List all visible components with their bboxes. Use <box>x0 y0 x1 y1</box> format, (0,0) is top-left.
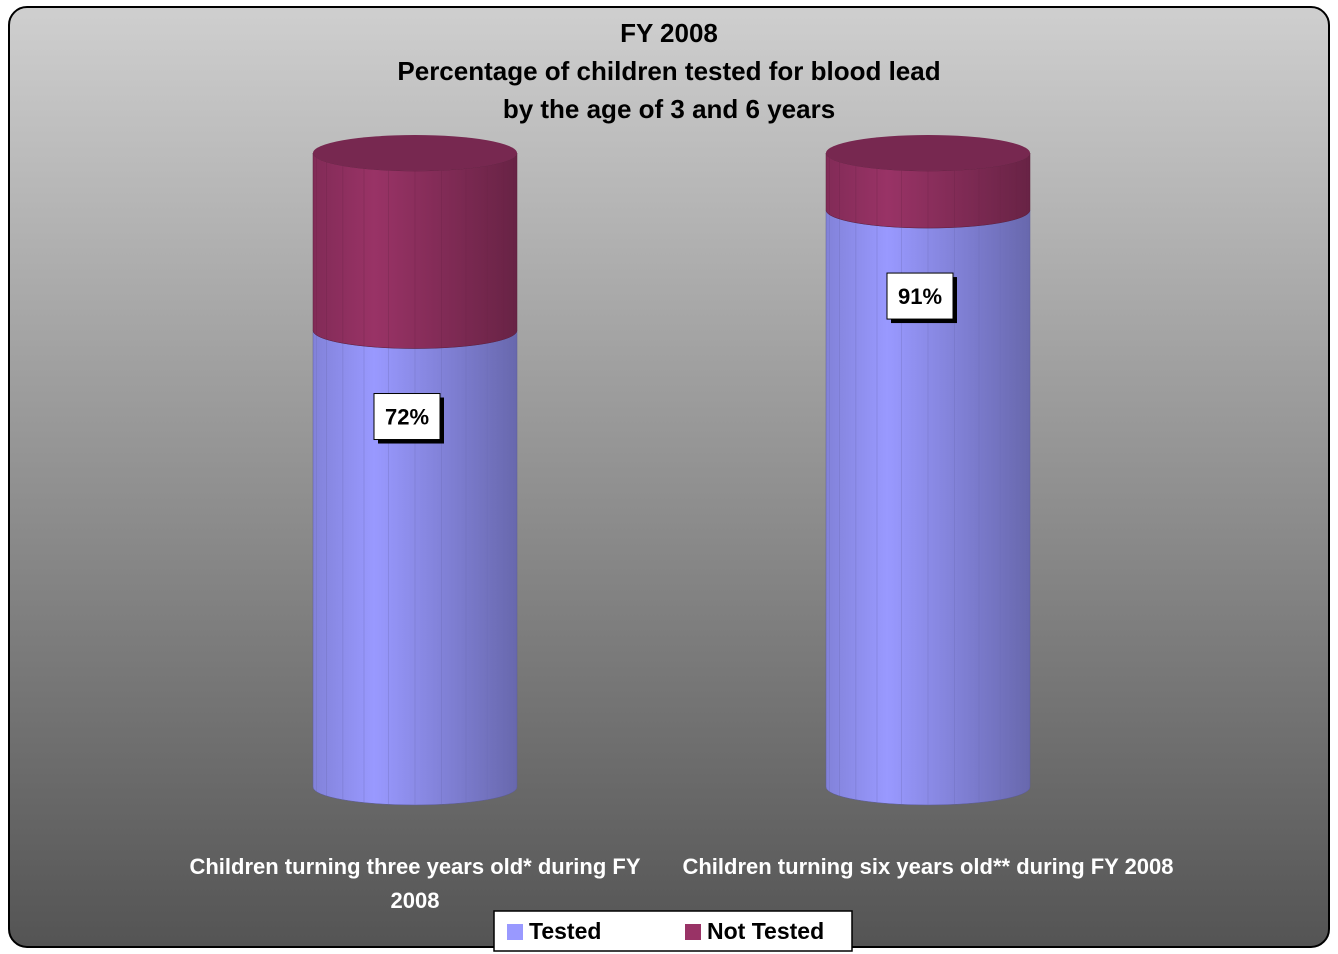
cylinder-top <box>313 135 517 171</box>
x-tick-label: Children turning six years old** during … <box>682 854 1174 879</box>
legend-swatch <box>685 924 701 940</box>
legend-label: Tested <box>529 918 601 944</box>
label-box <box>373 393 441 441</box>
data-label: 91% <box>898 284 942 309</box>
x-tick-label: Children turning three years old* during… <box>189 854 641 913</box>
legend-swatch <box>507 924 523 940</box>
legend-box <box>493 910 853 952</box>
cylinder-top <box>826 135 1030 171</box>
chart-title: Percentage of children tested for blood … <box>397 56 940 86</box>
chart-title: by the age of 3 and 6 years <box>503 94 835 124</box>
data-label: 72% <box>385 404 429 429</box>
legend-label: Not Tested <box>707 918 824 944</box>
chart-title: FY 2008 <box>620 18 718 48</box>
label-box <box>886 272 954 320</box>
chart-background <box>8 6 1330 948</box>
